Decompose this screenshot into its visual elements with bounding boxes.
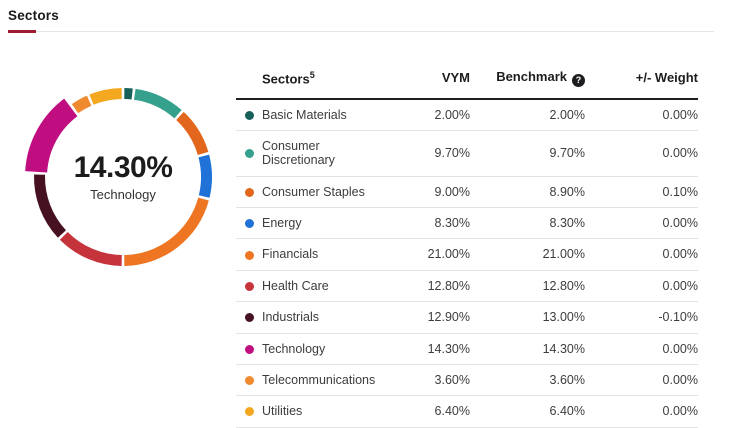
sector-color-dot bbox=[244, 344, 254, 354]
benchmark-value: 13.00% bbox=[542, 310, 585, 325]
benchmark-value: 3.60% bbox=[549, 372, 585, 387]
sectors-column-header: Sectors5 bbox=[262, 60, 394, 99]
donut-segment-technology[interactable] bbox=[25, 98, 78, 173]
benchmark-column-header: Benchmark? bbox=[470, 60, 585, 99]
vym-value: 2.00% bbox=[434, 107, 470, 122]
benchmark-value: 12.80% bbox=[542, 278, 585, 293]
weight-column-header: +/- Weight bbox=[635, 70, 698, 86]
weight-value: 0.00% bbox=[662, 404, 698, 419]
table-row: Health Care 12.80% 12.80% 0.00% bbox=[236, 270, 698, 302]
vym-value: 6.40% bbox=[434, 404, 470, 419]
weight-value: 0.00% bbox=[662, 247, 698, 262]
benchmark-value: 8.90% bbox=[549, 184, 585, 199]
title-divider bbox=[8, 30, 732, 33]
divider-line bbox=[8, 31, 714, 32]
sector-name: Financials bbox=[262, 247, 319, 262]
donut-segment-consumer-discretionary[interactable] bbox=[133, 88, 182, 119]
table-row: Basic Materials 2.00% 2.00% 0.00% bbox=[236, 99, 698, 131]
weight-value: 0.00% bbox=[662, 372, 698, 387]
weight-value: 0.00% bbox=[662, 216, 698, 230]
sector-name: Technology bbox=[262, 341, 326, 356]
vym-value: 12.90% bbox=[427, 310, 470, 325]
benchmark-header-label: Benchmark bbox=[496, 69, 567, 84]
sector-color-dot bbox=[244, 187, 254, 197]
benchmark-value: 9.70% bbox=[549, 146, 585, 161]
table-header-row: Sectors5 VYM Benchmark? +/- Weight bbox=[236, 60, 698, 99]
table-row: Energy 8.30% 8.30% 0.00% bbox=[236, 208, 698, 239]
divider-accent bbox=[8, 30, 36, 33]
vym-value: 9.70% bbox=[434, 146, 470, 161]
table-row: Consumer Discretionary 9.70% 9.70% 0.00% bbox=[236, 130, 698, 177]
sectors-table: Sectors5 VYM Benchmark? +/- Weight Basic… bbox=[236, 60, 698, 428]
sector-color-dot bbox=[244, 376, 254, 386]
table-row: Utilities 6.40% 6.40% 0.00% bbox=[236, 396, 698, 428]
weight-value: 0.00% bbox=[662, 278, 698, 293]
benchmark-value: 8.30% bbox=[549, 216, 585, 230]
donut-segment-consumer-staples[interactable] bbox=[176, 111, 209, 155]
vym-value: 14.30% bbox=[427, 341, 470, 356]
donut-segment-basic-materials[interactable] bbox=[124, 88, 133, 100]
sector-color-dot bbox=[244, 110, 254, 120]
sector-color-dot bbox=[244, 407, 254, 417]
sector-color-dot bbox=[244, 250, 254, 260]
page-title: Sectors bbox=[8, 8, 59, 23]
benchmark-value: 21.00% bbox=[542, 247, 585, 262]
sector-color-dot bbox=[244, 149, 254, 159]
sector-color-dot bbox=[244, 281, 254, 291]
table-row: Financials 21.00% 21.00% 0.00% bbox=[236, 239, 698, 271]
donut-segment-financials[interactable] bbox=[124, 197, 209, 266]
weight-value: 0.00% bbox=[662, 107, 698, 122]
sector-name: Utilities bbox=[262, 404, 303, 419]
vym-column-header: VYM bbox=[441, 70, 470, 86]
table-row: Technology 14.30% 14.30% 0.00% bbox=[236, 333, 698, 365]
vym-value: 12.80% bbox=[427, 278, 470, 293]
vym-value: 3.60% bbox=[434, 372, 470, 387]
weight-value: 0.10% bbox=[662, 184, 698, 199]
vym-value: 21.00% bbox=[427, 247, 470, 262]
donut-segment-energy[interactable] bbox=[198, 154, 212, 198]
vym-value: 8.30% bbox=[434, 216, 470, 230]
sector-name: Industrials bbox=[262, 310, 319, 325]
weight-value: 0.00% bbox=[662, 146, 698, 161]
sector-name: Energy bbox=[262, 216, 302, 230]
benchmark-value: 6.40% bbox=[549, 404, 585, 419]
sector-name: Consumer Staples bbox=[262, 184, 365, 199]
table-row: Consumer Staples 9.00% 8.90% 0.10% bbox=[236, 176, 698, 208]
sector-name: Telecommunications bbox=[262, 372, 376, 387]
sector-donut-chart: 14.30% Technology bbox=[18, 72, 228, 282]
sectors-header-label: Sectors bbox=[262, 70, 310, 86]
table-row: Industrials 12.90% 13.00% -0.10% bbox=[236, 302, 698, 333]
donut-chart-svg bbox=[25, 88, 212, 266]
benchmark-help-icon[interactable]: ? bbox=[572, 73, 585, 87]
donut-segment-utilities[interactable] bbox=[89, 88, 122, 105]
dot-column-header bbox=[236, 60, 262, 99]
page-header: Sectors bbox=[8, 8, 732, 33]
sector-color-dot bbox=[244, 219, 254, 229]
weight-value: 0.00% bbox=[662, 341, 698, 356]
vym-value: 9.00% bbox=[434, 184, 470, 199]
sector-color-dot bbox=[244, 313, 254, 323]
donut-segment-health-care[interactable] bbox=[59, 231, 122, 266]
benchmark-value: 14.30% bbox=[542, 341, 585, 356]
sector-name: Health Care bbox=[262, 278, 329, 293]
weight-value: -0.10% bbox=[658, 310, 698, 325]
donut-segment-telecommunications[interactable] bbox=[71, 95, 92, 114]
table-row: Telecommunications 3.60% 3.60% 0.00% bbox=[236, 364, 698, 396]
benchmark-value: 2.00% bbox=[549, 107, 585, 122]
donut-segment-industrials[interactable] bbox=[34, 174, 66, 238]
sectors-footnote-marker: 5 bbox=[309, 69, 315, 80]
sector-name: Consumer Discretionary bbox=[262, 138, 335, 168]
sector-name: Basic Materials bbox=[262, 107, 347, 122]
